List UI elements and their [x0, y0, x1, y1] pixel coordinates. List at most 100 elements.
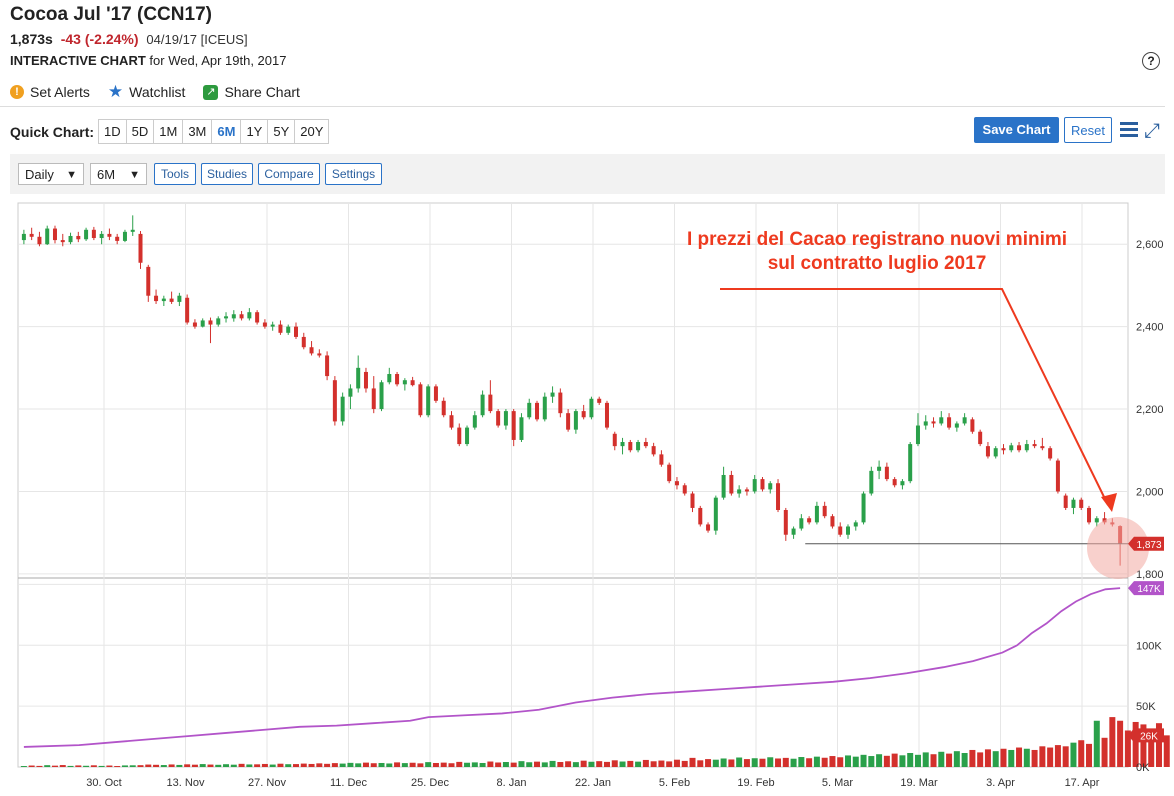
- reset-button[interactable]: Reset: [1064, 117, 1112, 143]
- volume-bar: [246, 764, 253, 767]
- candle-body: [791, 528, 796, 535]
- volume-bar: [129, 765, 136, 767]
- interval-select[interactable]: Daily ▼: [18, 163, 84, 185]
- volume-bar: [464, 762, 471, 767]
- volume-bar: [1109, 717, 1116, 767]
- range-5d[interactable]: 5D: [125, 119, 155, 144]
- studies-button[interactable]: Studies: [201, 163, 253, 185]
- candle-body: [628, 442, 633, 451]
- candle-body: [309, 347, 314, 354]
- candle-body: [317, 353, 322, 356]
- candle-body: [224, 316, 229, 319]
- candle-body: [169, 298, 174, 302]
- volume-bar: [961, 753, 968, 767]
- candle-body: [332, 380, 337, 422]
- volume-bar: [1023, 748, 1030, 767]
- watchlist-label: Watchlist: [129, 84, 186, 100]
- volume-bar: [277, 763, 284, 767]
- menu-icon[interactable]: [1120, 122, 1138, 140]
- volume-bar: [565, 761, 572, 767]
- volume-bar: [806, 758, 813, 767]
- quote-line: 1,873s -43 (-2.24%) 04/19/17 [ICEUS]: [10, 31, 248, 47]
- help-icon[interactable]: ?: [1142, 52, 1160, 70]
- volume-bar: [1070, 742, 1077, 767]
- volume-bar: [673, 759, 680, 767]
- candle-body: [659, 454, 664, 465]
- volume-bar: [394, 762, 401, 767]
- volume-bar: [425, 762, 432, 767]
- volume-bar: [596, 761, 603, 767]
- range-1y[interactable]: 1Y: [240, 119, 269, 144]
- tools-button[interactable]: Tools: [154, 163, 196, 185]
- volume-bar: [199, 764, 206, 767]
- volume-bar: [36, 765, 43, 767]
- price-badge-bg: [1128, 536, 1164, 551]
- candle-body: [270, 324, 275, 327]
- range-6m[interactable]: 6M: [211, 119, 242, 144]
- volume-bar: [1163, 735, 1170, 767]
- candle-body: [1048, 448, 1053, 459]
- candle-body: [231, 314, 236, 319]
- volume-bar: [1140, 724, 1147, 767]
- candle-body: [527, 402, 532, 418]
- set-alerts-button[interactable]: ! Set Alerts: [10, 82, 90, 102]
- volume-bar: [1132, 721, 1139, 767]
- candle-body: [356, 367, 361, 389]
- candle-body: [814, 505, 819, 523]
- volume-bar: [541, 762, 548, 767]
- volume-bar: [922, 752, 929, 767]
- watchlist-button[interactable]: ★ Watchlist: [108, 82, 186, 102]
- period-select[interactable]: 6M ▼: [90, 163, 147, 185]
- share-chart-button[interactable]: ↗ Share Chart: [203, 82, 300, 102]
- candle-body: [760, 479, 765, 490]
- candle-body: [247, 312, 252, 319]
- price-tick-label: 2,200: [1136, 404, 1164, 416]
- range-1m[interactable]: 1M: [153, 119, 184, 144]
- volume-bar: [736, 757, 743, 767]
- volume-bar: [876, 754, 883, 767]
- volume-bar: [689, 757, 696, 767]
- volume-bar: [20, 766, 27, 767]
- volume-badge-bg: [1128, 728, 1164, 743]
- candle-body: [643, 442, 648, 447]
- expand-icon[interactable]: ⤢: [1144, 120, 1160, 142]
- volume-bar: [1148, 731, 1155, 767]
- candle-body: [177, 295, 182, 302]
- range-20y[interactable]: 20Y: [294, 119, 330, 144]
- candle-body: [589, 398, 594, 418]
- candle-body: [68, 235, 73, 243]
- price-tick-label: 1,800: [1136, 569, 1164, 581]
- price-tick-label: 2,400: [1136, 322, 1164, 334]
- time-tick-label: 5. Mar: [822, 777, 854, 789]
- volume-bar: [230, 764, 237, 767]
- volume-bar: [666, 761, 673, 767]
- settings-button[interactable]: Settings: [325, 163, 382, 185]
- candle-body: [200, 320, 205, 327]
- volume-bar: [1039, 746, 1046, 767]
- range-5y[interactable]: 5Y: [267, 119, 296, 144]
- candle-body: [301, 336, 306, 348]
- candle-body: [294, 326, 298, 337]
- annotation-arrow-line: [720, 288, 1109, 506]
- candle-body: [457, 427, 462, 445]
- volume-bar: [1000, 748, 1007, 767]
- save-chart-button[interactable]: Save Chart: [974, 117, 1059, 143]
- candle-body: [597, 398, 602, 403]
- candle-body: [566, 413, 571, 430]
- volume-bar: [1086, 743, 1093, 767]
- candle-body: [37, 236, 42, 245]
- volume-bar: [479, 762, 486, 767]
- candle-body: [581, 411, 586, 418]
- range-1d[interactable]: 1D: [98, 119, 127, 144]
- open-interest-line: [23, 587, 1121, 748]
- candle-body: [838, 526, 843, 535]
- candle-body: [402, 380, 407, 385]
- volume-bar: [681, 760, 688, 767]
- compare-button[interactable]: Compare: [258, 163, 320, 185]
- volume-bar: [1062, 746, 1069, 767]
- candle-body: [21, 233, 26, 241]
- highlight-circle: [1087, 517, 1149, 579]
- candle-body: [846, 526, 850, 535]
- candle-body: [1087, 507, 1092, 523]
